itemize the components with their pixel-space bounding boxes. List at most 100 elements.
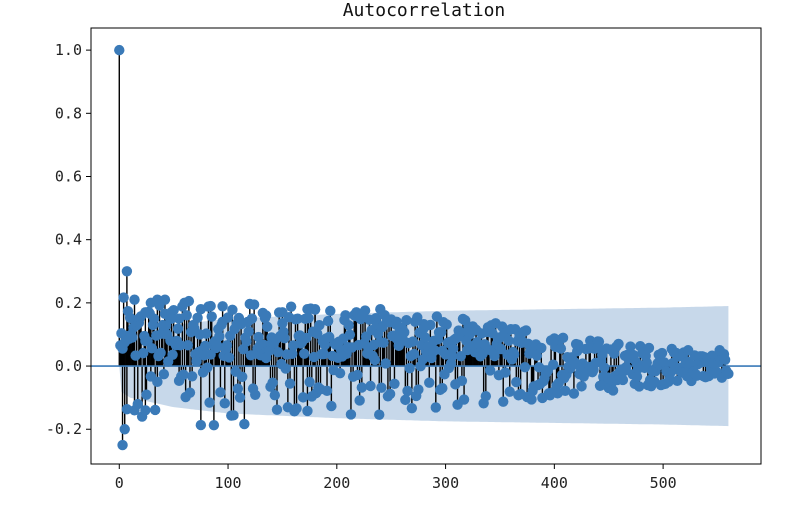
- acf-point: [455, 350, 467, 362]
- acf-point: [246, 313, 258, 324]
- acf-point: [269, 390, 281, 401]
- acf-point: [446, 351, 458, 362]
- acf-point: [456, 375, 468, 386]
- acf-point: [620, 361, 632, 373]
- acf-point: [480, 390, 492, 402]
- acf-point: [287, 348, 298, 360]
- acf-point: [138, 347, 149, 359]
- acf-point: [304, 376, 315, 388]
- markers-group: [114, 44, 734, 451]
- acf-point: [234, 392, 246, 403]
- acf-point: [221, 340, 233, 351]
- acf-point: [117, 439, 128, 451]
- acf-point: [484, 365, 496, 376]
- acf-point: [285, 301, 297, 312]
- acf-point: [555, 343, 567, 354]
- acf-point: [340, 310, 351, 321]
- acf-point: [436, 326, 447, 338]
- acf-point: [437, 382, 448, 394]
- acf-point: [174, 340, 186, 351]
- acf-point: [682, 345, 694, 356]
- acf-point: [202, 362, 213, 373]
- acf-point: [158, 369, 170, 380]
- acf-point: [182, 340, 194, 351]
- acf-point: [412, 312, 423, 323]
- x-tick-label: 300: [432, 474, 459, 492]
- acf-point: [219, 398, 230, 409]
- x-tick-label: 200: [323, 474, 350, 492]
- acf-point: [458, 394, 470, 405]
- acf-point: [248, 299, 260, 310]
- acf-point: [375, 303, 386, 315]
- acf-point: [359, 305, 371, 316]
- acf-point: [303, 312, 314, 324]
- acf-point: [520, 325, 532, 336]
- acf-point: [118, 292, 129, 303]
- acf-point: [236, 371, 248, 383]
- acf-point: [447, 343, 459, 354]
- acf-point: [129, 294, 140, 305]
- acf-point: [354, 395, 365, 406]
- acf-point: [227, 304, 238, 316]
- acf-point: [302, 405, 313, 417]
- acf-point: [223, 352, 235, 363]
- acf-point: [298, 348, 310, 359]
- acf-point: [214, 331, 225, 342]
- acf-point: [152, 376, 163, 388]
- acf-point: [309, 303, 321, 315]
- acf-point: [641, 357, 652, 368]
- acf-point: [301, 332, 312, 344]
- acf-point: [206, 311, 217, 322]
- acf-point: [643, 342, 655, 354]
- acf-point: [260, 310, 272, 321]
- acf-point: [172, 323, 184, 334]
- acf-point: [430, 402, 441, 413]
- acf-point: [407, 336, 419, 347]
- acf-point: [352, 369, 363, 381]
- acf-point: [208, 419, 220, 431]
- acf-point: [391, 316, 402, 328]
- acf-point: [284, 378, 296, 389]
- acf-point: [217, 301, 228, 312]
- acf-point: [418, 322, 430, 334]
- acf-point: [191, 356, 202, 367]
- acf-point: [658, 357, 670, 368]
- acf-point: [344, 329, 356, 340]
- acf-point: [262, 321, 273, 332]
- acf-point: [241, 336, 252, 347]
- acf-point: [302, 303, 313, 315]
- acf-point: [152, 294, 163, 305]
- acf-point: [239, 418, 250, 430]
- acf-point: [140, 307, 151, 318]
- acf-point: [369, 354, 381, 366]
- acf-point: [325, 305, 336, 317]
- acf-point: [617, 374, 629, 386]
- acf-point: [173, 313, 185, 324]
- acf-point: [576, 381, 587, 392]
- acf-point: [201, 328, 212, 339]
- acf-point: [228, 410, 239, 421]
- x-tick-label: 400: [541, 474, 568, 492]
- acf-point: [404, 362, 415, 374]
- acf-point: [399, 327, 410, 338]
- acf-point: [211, 340, 223, 351]
- acf-point: [419, 332, 431, 343]
- acf-point: [613, 338, 624, 350]
- acf-point: [723, 368, 734, 380]
- acf-point: [631, 371, 643, 382]
- acf-point: [376, 382, 387, 393]
- acf-point: [159, 294, 171, 305]
- acf-point: [167, 349, 178, 360]
- acf-point: [607, 385, 619, 396]
- acf-point: [498, 396, 509, 407]
- acf-point: [429, 345, 440, 356]
- acf-point: [511, 376, 522, 388]
- acf-point: [400, 394, 411, 406]
- acf-point: [599, 362, 610, 373]
- y-tick-label: 0.0: [55, 357, 82, 375]
- acf-point: [149, 404, 161, 416]
- acf-point: [271, 404, 283, 415]
- acf-point: [401, 314, 412, 326]
- acf-point: [291, 403, 302, 414]
- acf-point: [573, 339, 584, 350]
